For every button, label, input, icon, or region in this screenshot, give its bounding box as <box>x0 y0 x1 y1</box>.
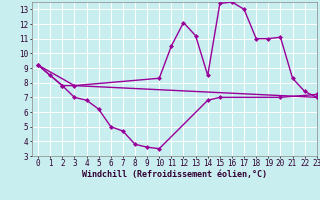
X-axis label: Windchill (Refroidissement éolien,°C): Windchill (Refroidissement éolien,°C) <box>82 170 267 179</box>
